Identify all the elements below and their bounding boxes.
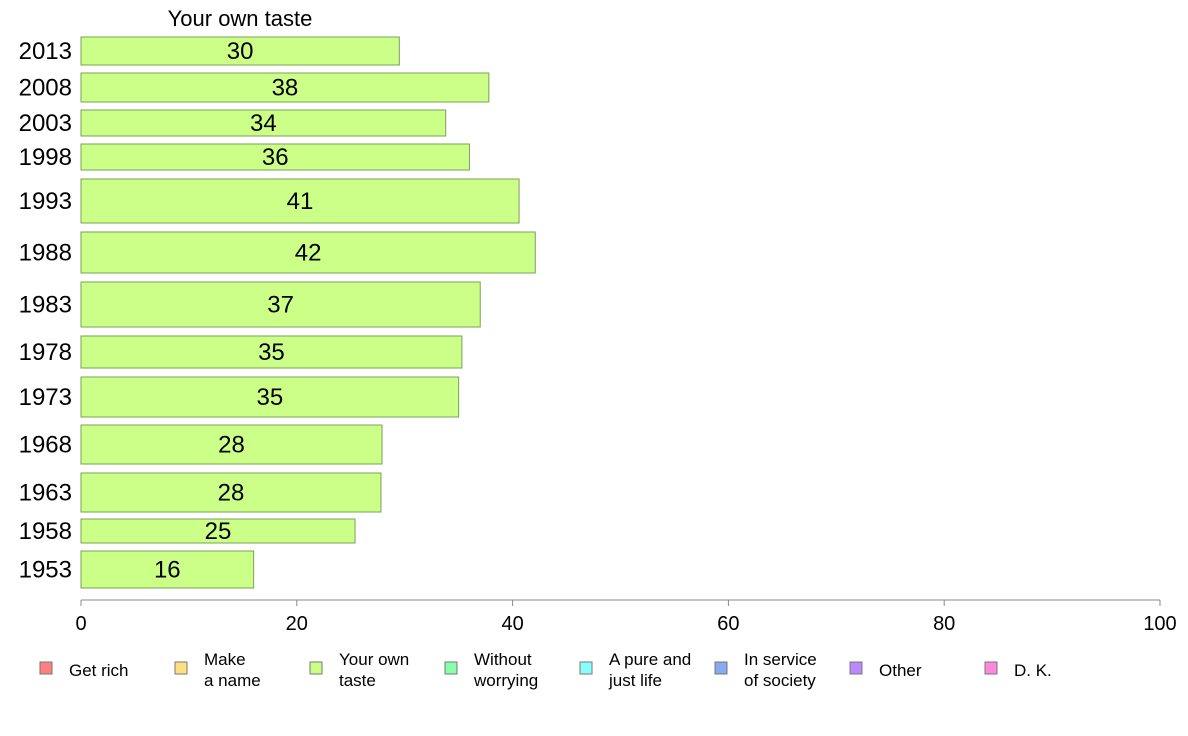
data-label: 16 xyxy=(154,557,181,584)
bars-group: 2013 30 2008 38 2003 34 1998 36 1993 41 1988 42 1983… xyxy=(19,36,536,589)
y-tick-label: 1998 xyxy=(19,144,72,171)
data-label: 38 xyxy=(272,75,299,102)
bar-1973 xyxy=(80,376,460,418)
data-label: 28 xyxy=(218,480,245,507)
legend-swatch xyxy=(444,661,458,675)
legend-label: Get rich xyxy=(69,661,129,680)
legend-swatch xyxy=(309,661,323,675)
x-tick-label: 20 xyxy=(286,613,308,635)
x-tick-label: 60 xyxy=(717,613,739,635)
legend-label: Without worrying xyxy=(473,650,538,690)
data-label: 35 xyxy=(258,339,285,366)
data-label: 35 xyxy=(256,384,283,411)
y-tick-label: 1988 xyxy=(19,240,72,267)
x-tick-label: 40 xyxy=(501,613,523,635)
legend-swatch xyxy=(579,661,593,675)
x-axis: 0 20 40 60 80 100 xyxy=(75,599,1177,635)
x-tick-label: 80 xyxy=(933,613,955,635)
bar-2013 xyxy=(80,36,400,66)
data-label: 42 xyxy=(295,240,322,267)
y-tick-label: 1973 xyxy=(19,384,72,411)
y-tick-label: 2003 xyxy=(19,110,72,137)
bar-1978 xyxy=(80,335,463,369)
y-tick-label: 1958 xyxy=(19,518,72,545)
data-label: 37 xyxy=(267,292,294,319)
y-tick-label: 1983 xyxy=(19,292,72,319)
legend-label: A pure and just life xyxy=(608,650,691,690)
legend-item: In service of society xyxy=(714,650,817,690)
y-tick-label: 2008 xyxy=(19,75,72,102)
x-tick-label: 0 xyxy=(75,613,86,635)
legend-item: Make a name xyxy=(174,650,261,690)
legend-swatch xyxy=(714,661,728,675)
y-tick-label: 1978 xyxy=(19,339,72,366)
data-label: 25 xyxy=(205,518,232,545)
data-label: 30 xyxy=(227,38,254,65)
bar-1968 xyxy=(80,424,383,465)
data-label: 28 xyxy=(218,432,245,459)
x-tick-label: 100 xyxy=(1143,613,1176,635)
legend-item: Get rich xyxy=(39,661,129,680)
bar-1988 xyxy=(80,231,536,274)
bar-2003 xyxy=(80,109,447,137)
y-tick-label: 1993 xyxy=(19,188,72,215)
legend: Get rich Make a name Your own taste Without wo… xyxy=(39,650,1052,690)
legend-label: Your own taste xyxy=(339,650,409,690)
chart-title: Your own taste xyxy=(168,6,313,31)
legend-label: In service of society xyxy=(744,650,817,690)
bar-1958 xyxy=(80,518,356,544)
y-tick-label: 1953 xyxy=(19,557,72,584)
legend-swatch xyxy=(39,661,53,675)
legend-item: D. K. xyxy=(984,661,1052,680)
bar-1983 xyxy=(80,281,481,328)
bar-1963 xyxy=(80,472,382,513)
legend-label: Make a name xyxy=(204,650,261,690)
legend-label: D. K. xyxy=(1014,661,1052,680)
bar-1993 xyxy=(80,178,520,224)
legend-swatch xyxy=(174,661,188,675)
data-label: 34 xyxy=(250,110,277,137)
y-tick-label: 1963 xyxy=(19,480,72,507)
data-label: 36 xyxy=(262,144,289,171)
legend-item: Your own taste xyxy=(309,650,409,690)
legend-item: Other xyxy=(849,661,922,680)
legend-swatch xyxy=(984,661,998,675)
data-label: 41 xyxy=(287,188,314,215)
bar-2008 xyxy=(80,72,490,103)
bar-1998 xyxy=(80,143,470,171)
legend-swatch xyxy=(849,661,863,675)
legend-item: Without worrying xyxy=(444,650,538,690)
bar-1953 xyxy=(80,550,255,589)
y-tick-label: 2013 xyxy=(19,38,72,65)
y-tick-label: 1968 xyxy=(19,432,72,459)
legend-item: A pure and just life xyxy=(579,650,691,690)
legend-label: Other xyxy=(879,661,922,680)
